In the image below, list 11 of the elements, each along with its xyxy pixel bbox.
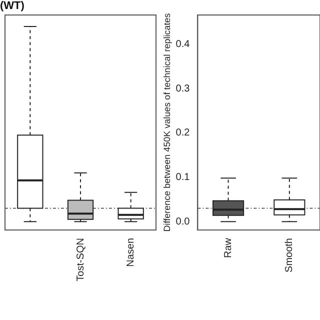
x-tick-label: Tost-SQN xyxy=(75,238,86,282)
chart-title: (WT) xyxy=(0,0,24,12)
y-tick-label: 0.0 xyxy=(176,216,190,228)
y-tick-label: 0.4 xyxy=(176,39,190,50)
x-tick-label: Nasen xyxy=(126,238,137,267)
x-tick-label: Raw xyxy=(223,237,234,258)
y-tick-label: 0.3 xyxy=(176,83,190,94)
y-tick-label: 0.1 xyxy=(176,172,190,183)
y-tick-label: 0.2 xyxy=(176,128,190,139)
y-axis-title: Difference between 450K values of technical replicates xyxy=(162,12,172,232)
x-tick-label: Smooth xyxy=(284,238,296,272)
